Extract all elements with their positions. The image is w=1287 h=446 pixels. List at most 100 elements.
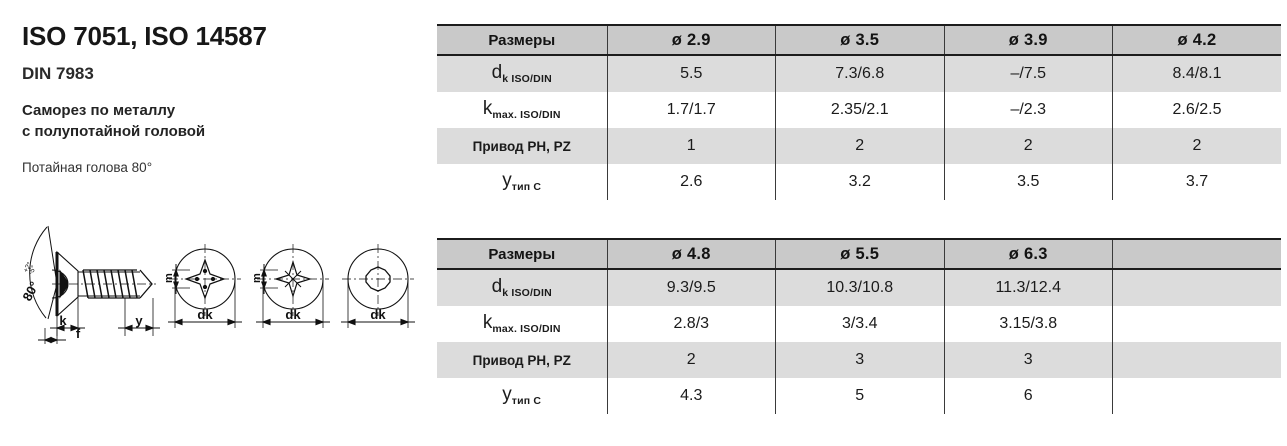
- cell-value: 3.7: [1112, 164, 1281, 200]
- pz-dk-arrow-left: [261, 318, 271, 326]
- pz-m-arrow-top: [261, 268, 267, 277]
- cell-value: 4.3: [606, 378, 776, 414]
- cell-value: 2.35/2.1: [775, 92, 944, 128]
- ph-dk-arrow-left: [173, 318, 183, 326]
- y-arrow-right: [145, 324, 155, 332]
- f-arrow-right: [50, 336, 59, 344]
- cell-value: 3.2: [775, 164, 944, 200]
- row-label-y: yтип C: [437, 164, 607, 200]
- table-row: kmax. ISO/DIN 1.7/1.7 2.35/2.1 –/2.3 2.6…: [437, 92, 1281, 128]
- ph-dk-arrow-right: [227, 318, 237, 326]
- dim-label-m-ph: m: [163, 273, 175, 283]
- dim-label-m-pz: m: [251, 273, 263, 283]
- angle-arc: [29, 226, 48, 319]
- cell-value: 6: [943, 378, 1113, 414]
- table-row: Привод PH, PZ 1 2 2 2: [437, 128, 1281, 164]
- drive-recess-fill: [59, 269, 68, 299]
- row-label-drive: Привод PH, PZ: [437, 128, 607, 164]
- cell-value: 9.3/9.5: [606, 269, 776, 306]
- k-arrow-right: [70, 324, 80, 332]
- cell-value: 2: [775, 128, 944, 164]
- cell-value-empty: [1112, 342, 1281, 378]
- table-row: Привод PH, PZ 2 3 3: [437, 342, 1281, 378]
- cell-value: 1.7/1.7: [606, 92, 776, 128]
- cell-value: 2: [1112, 128, 1281, 164]
- head-dome: [51, 269, 69, 299]
- title-block: ISO 7051, ISO 14587 DIN 7983 Саморез по …: [22, 22, 422, 175]
- pozidriv-head-view: [256, 244, 330, 328]
- y-arrow-left: [123, 324, 133, 332]
- row-label-y-main: y: [502, 384, 512, 406]
- cell-value: 2: [606, 342, 776, 378]
- tx-dk-arrow-left: [346, 318, 356, 326]
- cell-value: –/2.3: [943, 92, 1113, 128]
- torx-head-view: [341, 244, 415, 328]
- header-diameter-col-3: ø 6.3: [943, 238, 1113, 270]
- table-row: dk ISO/DIN 5.5 7.3/6.8 –/7.5 8.4/8.1: [437, 55, 1281, 92]
- pz-dk-arrow-right: [315, 318, 325, 326]
- table-row: yтип C 4.3 5 6: [437, 378, 1281, 414]
- screw-side-view: [29, 225, 160, 344]
- tx-centerlines: [342, 244, 414, 316]
- table-row: dk ISO/DIN 9.3/9.5 10.3/10.8 11.3/12.4: [437, 269, 1281, 306]
- technical-drawing-svg: 80° +2° -5° k f y m m dk dk dk: [19, 225, 415, 344]
- dim-label-k: k: [59, 313, 67, 328]
- dim-label-dk-ph: dk: [197, 307, 213, 322]
- cell-value: 3: [775, 342, 944, 378]
- head-angle-note: Потайная голова 80°: [22, 159, 153, 175]
- row-label-kmax-main: k: [482, 98, 493, 120]
- cell-value: 3/3.4: [775, 306, 944, 342]
- row-label-kmax-sub: max. ISO/DIN: [492, 323, 561, 336]
- cell-value-empty: [1112, 306, 1281, 342]
- cell-value: 5.5: [606, 55, 776, 92]
- cell-value: 2.6/2.5: [1112, 92, 1281, 128]
- row-label-dk-sub: k ISO/DIN: [502, 287, 552, 300]
- dim-label-dk-tx: dk: [370, 307, 386, 322]
- screw-point: [139, 269, 153, 299]
- cell-value: 5: [775, 378, 944, 414]
- angle-tolerance-lower: -5°: [27, 264, 38, 276]
- row-label-y: yтип C: [437, 378, 607, 414]
- row-label-dk-main: d: [491, 62, 503, 84]
- header-diameter-col-4-empty: [1112, 238, 1281, 270]
- row-label-kmax: kmax. ISO/DIN: [437, 306, 607, 342]
- header-diameter-col-2: ø 3.5: [775, 24, 944, 56]
- angle-label: 80°: [19, 279, 41, 303]
- row-label-dk-sub: k ISO/DIN: [502, 73, 552, 86]
- header-dimensions-label: Размеры: [437, 238, 607, 270]
- cell-value: 3.5: [943, 164, 1113, 200]
- table-row: kmax. ISO/DIN 2.8/3 3/3.4 3.15/3.8: [437, 306, 1281, 342]
- cell-value: 1: [606, 128, 776, 164]
- table-header-row: Размеры ø 4.8 ø 5.5 ø 6.3: [437, 238, 1281, 270]
- header-diameter-col-3: ø 3.9: [943, 24, 1113, 56]
- dim-label-dk-pz: dk: [285, 307, 301, 322]
- product-info-panel: ISO 7051, ISO 14587 DIN 7983 Саморез по …: [0, 0, 432, 446]
- cell-value: 2: [943, 128, 1113, 164]
- header-diameter-col-1: ø 4.8: [606, 238, 776, 270]
- product-description: Саморез по металлу с полупотайной голово…: [22, 101, 422, 142]
- row-label-dk-main: d: [491, 276, 503, 298]
- cell-value: 2.6: [606, 164, 776, 200]
- row-label-y-sub: тип C: [511, 181, 542, 194]
- cell-value: –/7.5: [943, 55, 1113, 92]
- row-label-kmax-sub: max. ISO/DIN: [492, 109, 561, 122]
- ph-m-arrow-top: [173, 268, 179, 277]
- cell-value: 3.15/3.8: [943, 306, 1113, 342]
- dimensions-table-small: Размеры ø 2.9 ø 3.5 ø 3.9 ø 4.2 dk ISO/D…: [437, 24, 1281, 200]
- cell-value-empty: [1112, 378, 1281, 414]
- header-diameter-col-4: ø 4.2: [1112, 24, 1281, 56]
- cell-value-empty: [1112, 269, 1281, 306]
- iso-standard-title: ISO 7051, ISO 14587: [22, 21, 267, 51]
- row-label-y-main: y: [502, 170, 512, 192]
- header-dimensions-label: Размеры: [437, 24, 607, 56]
- ph-centerlines: [169, 244, 241, 316]
- table-header-row: Размеры ø 2.9 ø 3.5 ø 3.9 ø 4.2: [437, 24, 1281, 56]
- thread-envelope: [83, 269, 140, 299]
- k-arrow-left: [55, 324, 65, 332]
- row-label-kmax: kmax. ISO/DIN: [437, 92, 607, 128]
- philips-head-view: [168, 244, 242, 328]
- f-arrow-left: [43, 336, 52, 344]
- row-label-drive: Привод PH, PZ: [437, 342, 607, 378]
- cell-value: 7.3/6.8: [775, 55, 944, 92]
- row-label-dk: dk ISO/DIN: [437, 269, 607, 306]
